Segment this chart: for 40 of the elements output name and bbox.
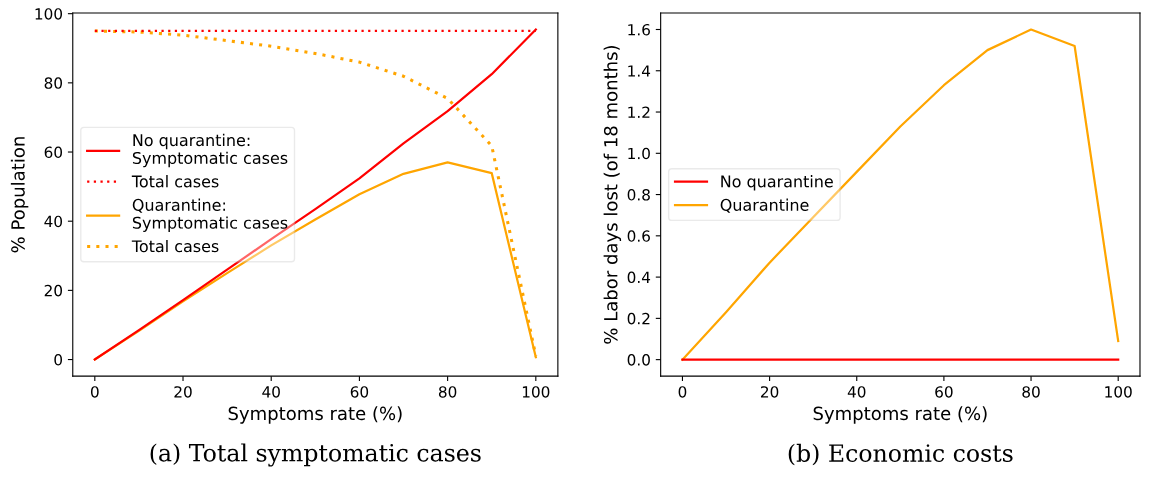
y-tick-label: 60 [44, 146, 63, 159]
y-tick-label: 100 [35, 8, 63, 20]
x-tick-label: 40 [262, 386, 280, 398]
x-tick-label: 60 [935, 386, 953, 398]
y-tick-label: 0.0 [627, 354, 650, 366]
x-tick-label: 40 [847, 386, 866, 398]
legend-label: Quarantine [720, 198, 809, 213]
y-tick-label: 1.2 [628, 106, 650, 118]
x-tick-label: 20 [174, 386, 192, 398]
x-tick-label: 100 [522, 386, 550, 398]
y-tick-label: 1.6 [628, 23, 650, 36]
text: (b) Economic costs [788, 443, 1013, 466]
x-tick-label: 0 [90, 386, 99, 398]
y-tick-label: 40 [44, 215, 63, 228]
y-axis-title: % Population [10, 137, 29, 253]
y-tick-label: 0.4 [627, 271, 651, 284]
text: (a) Total symptomatic cases [150, 443, 481, 467]
y-axis-title: % Labor days lost (of 18 months) [603, 45, 622, 344]
legend-label: Total cases [131, 175, 219, 188]
x-tick-label: 0 [678, 386, 687, 398]
y-tick-label: 0.2 [627, 312, 650, 325]
x-tick-label: 80 [438, 386, 457, 398]
y-tick-label: 20 [44, 284, 63, 297]
y-tick-label: 1.0 [628, 147, 650, 160]
legend-label: Quarantine: Symptomatic cases [132, 198, 288, 232]
legend-label: No quarantine [721, 175, 833, 191]
y-tick-label: 0.8 [627, 189, 650, 201]
y-tick-label: 0.6 [627, 230, 650, 242]
x-tick-label: 20 [761, 386, 779, 398]
y-tick-label: 1.4 [628, 65, 651, 77]
x-tick-label: 60 [350, 386, 369, 398]
x-axis-title: Symptoms rate (%) [228, 406, 402, 424]
legend-label: No quarantine: Symptomatic cases [132, 133, 288, 168]
x-axis-title: Symptoms rate (%) [813, 406, 987, 424]
line-series [681, 28, 1120, 361]
y-tick-label: 80 [44, 77, 63, 89]
legend-label: Total cases [131, 239, 219, 253]
y-tick-label: 0 [54, 354, 63, 366]
x-tick-label: 100 [1105, 386, 1132, 398]
x-tick-label: 80 [1022, 386, 1040, 398]
